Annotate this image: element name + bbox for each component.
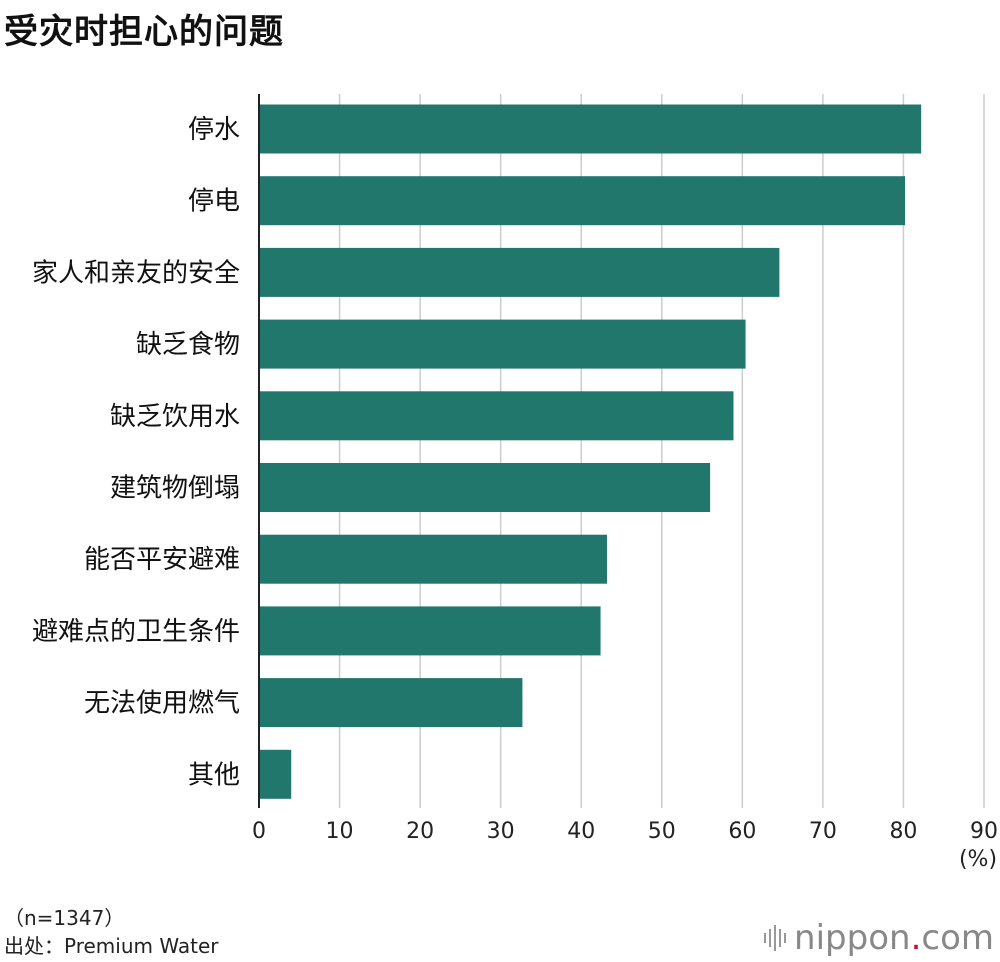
- x-tick-label: 60: [728, 819, 756, 844]
- category-labels: 停水停电家人和亲友的安全缺乏食物缺乏饮用水建筑物倒塌能否平安避难避难点的卫生条件…: [32, 115, 240, 790]
- bars: [259, 104, 922, 799]
- bar: [259, 391, 734, 441]
- bar: [259, 104, 922, 154]
- category-label: 缺乏饮用水: [110, 402, 240, 432]
- x-axis-ticks: 0 10 20 30 40 50 60 70 80 90: [252, 819, 998, 844]
- x-tick-label: 0: [252, 819, 266, 844]
- category-label: 家人和亲友的安全: [32, 258, 240, 288]
- logo-dot: .: [910, 918, 922, 958]
- chart-title: 受灾时担心的问题: [4, 12, 284, 52]
- bar: [259, 463, 711, 512]
- bar: [259, 319, 746, 369]
- bar: [259, 749, 292, 799]
- logo-name: nippon: [794, 918, 911, 958]
- x-axis-unit-label: (%): [959, 847, 997, 872]
- x-tick-label: 50: [648, 819, 676, 844]
- category-label: 停电: [188, 187, 240, 217]
- x-tick-label: 80: [889, 819, 917, 844]
- x-tick-label: 30: [487, 819, 515, 844]
- category-label: 停水: [188, 115, 240, 145]
- x-tick-label: 10: [326, 819, 354, 844]
- category-label: 其他: [188, 760, 240, 790]
- nippon-logo: nippon. com: [764, 918, 994, 958]
- x-tick-label: 40: [567, 819, 595, 844]
- bar: [259, 534, 607, 584]
- sample-size-note: （n=1347）: [4, 906, 125, 930]
- category-label: 能否平安避难: [84, 545, 240, 575]
- x-tick-label: 90: [970, 819, 998, 844]
- bar: [259, 247, 780, 297]
- category-label: 建筑物倒塌: [110, 474, 240, 504]
- sound-bars-icon: [764, 925, 787, 951]
- x-tick-label: 70: [809, 819, 837, 844]
- bar: [259, 678, 523, 728]
- logo-suffix: com: [921, 918, 994, 958]
- x-tick-label: 20: [406, 819, 434, 844]
- category-label: 缺乏食物: [136, 330, 240, 360]
- bar: [259, 606, 601, 656]
- bar: [259, 176, 906, 226]
- source-note: 出处：Premium Water: [4, 934, 219, 958]
- category-label: 避难点的卫生条件: [32, 617, 240, 647]
- bar-chart: 停水停电家人和亲友的安全缺乏食物缺乏饮用水建筑物倒塌能否平安避难避难点的卫生条件…: [32, 94, 998, 872]
- category-label: 无法使用燃气: [84, 689, 240, 719]
